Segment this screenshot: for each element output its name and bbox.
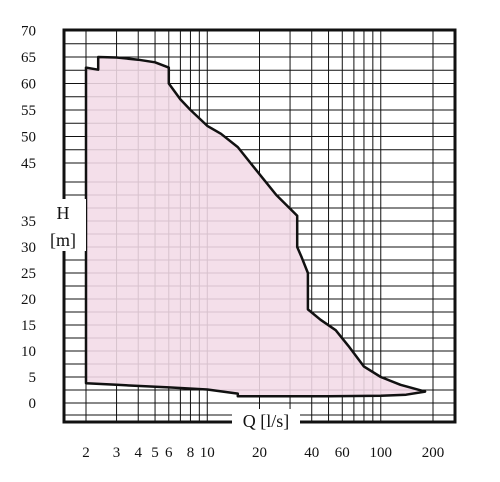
x-tick-label: 10 <box>200 445 215 461</box>
x-tick-label: 4 <box>134 445 142 461</box>
y-tick-label: 25 <box>21 266 36 282</box>
y-tick-label: 35 <box>21 214 36 230</box>
y-tick-labels: 45 50 55 60 65 70 0 5 10 15 20 25 30 35 <box>21 24 36 413</box>
x-tick-label: 40 <box>304 445 319 461</box>
y-axis-title-backdrop <box>44 199 86 251</box>
y-axis-title-unit: [m] <box>50 230 76 250</box>
operating-range-layer <box>84 55 427 398</box>
y-axis-title-symbol: H <box>57 203 70 223</box>
y-tick-label: 55 <box>21 103 36 119</box>
x-tick-label: 200 <box>422 445 445 461</box>
y-tick-label: 10 <box>21 344 36 360</box>
x-tick-label: 2 <box>82 445 90 461</box>
x-tick-label: 6 <box>165 445 173 461</box>
x-axis-title-backdrop <box>232 409 300 433</box>
y-tick-label: 45 <box>21 156 36 172</box>
y-tick-label: 65 <box>21 50 36 66</box>
x-tick-label: 60 <box>335 445 350 461</box>
y-tick-label: 20 <box>21 292 36 308</box>
x-tick-labels: 2 3 4 5 6 8 10 20 40 60 100 200 <box>82 445 444 461</box>
x-tick-label: 3 <box>113 445 121 461</box>
y-tick-label: 30 <box>21 240 36 256</box>
x-axis-title: Q [l/s] <box>243 411 290 431</box>
y-tick-label: 5 <box>29 370 37 386</box>
y-tick-label: 15 <box>21 318 36 334</box>
x-tick-label: 5 <box>151 445 159 461</box>
x-tick-label: 8 <box>187 445 195 461</box>
operating-range-area <box>84 55 427 398</box>
x-tick-label: 20 <box>252 445 267 461</box>
y-tick-label: 50 <box>21 130 36 146</box>
y-tick-label: 70 <box>21 24 36 40</box>
y-tick-label: 60 <box>21 77 36 93</box>
y-tick-label: 0 <box>29 396 37 412</box>
x-tick-label: 100 <box>370 445 393 461</box>
